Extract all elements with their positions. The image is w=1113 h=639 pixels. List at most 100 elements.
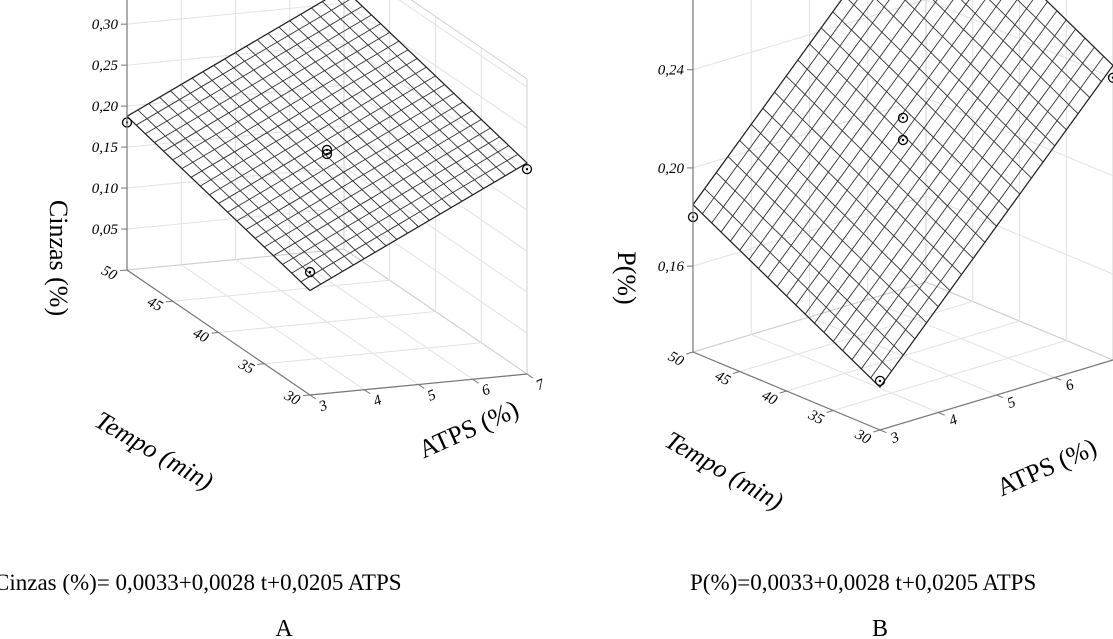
y-tick-label: 5	[425, 387, 438, 405]
z-tick-label: 0,20	[658, 161, 685, 177]
surface-border	[126, 0, 528, 292]
mesh-line	[704, 188, 892, 372]
floor-grid-line	[867, 299, 1055, 378]
y-tick-mark	[879, 429, 887, 434]
y-tick-label: 3	[316, 398, 330, 416]
mesh-line	[148, 103, 333, 279]
x-tick-label: 35	[805, 407, 827, 429]
observed-point	[304, 266, 316, 278]
floor-grid-line	[180, 264, 365, 391]
wall-grid-line	[692, 0, 1113, 79]
observed-point-center	[525, 167, 529, 171]
mesh-line	[711, 0, 874, 224]
z-tick-label: 0,20	[92, 99, 119, 115]
x-tick-label: 45	[712, 368, 733, 389]
mesh-line	[1017, 0, 1102, 82]
mesh-line	[180, 84, 365, 259]
y-tick-label: 7	[534, 376, 548, 394]
mesh-line	[170, 90, 354, 266]
mesh-line	[289, 20, 474, 196]
x-tick-label: 50	[665, 349, 686, 370]
mesh-line	[774, 91, 962, 275]
mesh-line	[988, 0, 1091, 98]
x-tick-label: 30	[851, 426, 873, 448]
surface-mesh	[692, 0, 1113, 388]
x-tick-mark	[257, 363, 265, 365]
equation-b: P(%)=0,0033+0,0028 t+0,0205 ATPS	[690, 570, 1036, 595]
wall-grid-line	[398, 0, 528, 88]
mesh-line	[762, 107, 951, 291]
mesh-line	[960, 0, 1079, 115]
mesh-line	[932, 0, 1067, 131]
x-tick-mark	[779, 390, 787, 394]
panel-label-b: B	[872, 616, 888, 639]
wall-grid-line	[126, 166, 528, 293]
observed-point-center	[901, 116, 905, 120]
floor-grid-line	[289, 253, 474, 380]
x-tick-mark	[211, 332, 219, 334]
mesh-line	[337, 0, 517, 170]
wall-grid-line	[692, 97, 1113, 177]
wall-grid-line	[692, 195, 1113, 275]
y-tick-mark	[472, 378, 479, 384]
x-tick-label: 30	[281, 387, 303, 409]
mesh-line	[748, 0, 938, 260]
wall-grid-line	[126, 207, 528, 334]
mesh-line	[213, 65, 398, 240]
x-tick-label: 45	[144, 294, 165, 315]
y-tick-label: 3	[888, 429, 902, 447]
observed-point	[874, 375, 886, 387]
y-tick-mark	[418, 384, 425, 389]
surface-border	[692, 0, 1113, 388]
mesh-line	[224, 58, 408, 234]
observed-point-center	[878, 379, 882, 383]
y-tick-mark	[1054, 377, 1062, 381]
z-tick-label: 0,15	[92, 140, 119, 156]
mesh-line	[191, 77, 376, 253]
mesh-line	[267, 33, 452, 208]
mesh-line	[278, 26, 463, 202]
x-tick-label: 40	[190, 325, 211, 346]
mesh-line	[785, 75, 974, 259]
surface-mesh	[126, 0, 528, 292]
mesh-line	[300, 14, 484, 189]
x-axis-title: Tempo (min)	[660, 425, 788, 516]
y-tick-label: 5	[1005, 394, 1018, 412]
mesh-line	[795, 0, 1018, 306]
y-tick-mark	[526, 373, 534, 379]
x-tick-mark	[165, 300, 173, 303]
x-tick-label: 50	[99, 263, 120, 284]
mesh-line	[739, 0, 922, 251]
y-tick-label: 4	[371, 392, 384, 410]
mesh-line	[776, 0, 986, 288]
back-right-wall	[925, 0, 1113, 361]
y-tick-mark	[996, 394, 1004, 399]
mesh-line	[202, 71, 387, 247]
z-tick-label: 0,24	[658, 63, 685, 79]
z-tick-label: 0,16	[658, 259, 685, 275]
observed-point	[1107, 72, 1113, 83]
y-tick-label: 4	[947, 412, 960, 430]
mesh-line	[832, 11, 1021, 195]
x-tick-mark	[302, 394, 311, 397]
floor-grid-line	[235, 259, 419, 385]
x-axis-title: Tempo (min)	[90, 405, 218, 496]
mesh-line	[256, 39, 441, 215]
z-tick-label: 0,25	[92, 58, 119, 74]
mesh-line	[246, 45, 430, 221]
x-tick-mark	[686, 351, 694, 355]
mesh-line	[804, 0, 1034, 315]
mesh-line	[715, 172, 904, 356]
mesh-line	[820, 27, 1009, 211]
y-tick-mark	[938, 412, 945, 416]
x-tick-mark	[873, 429, 881, 433]
wall-grid-line	[126, 43, 528, 170]
observed-point	[321, 148, 333, 160]
y-tick-label: 6	[1063, 377, 1076, 395]
mesh-line	[739, 140, 927, 324]
z-axis-title: P(%)	[612, 251, 641, 304]
y-tick-mark	[309, 394, 317, 400]
x-tick-mark	[826, 410, 834, 413]
y-tick-label: 6	[480, 382, 493, 400]
